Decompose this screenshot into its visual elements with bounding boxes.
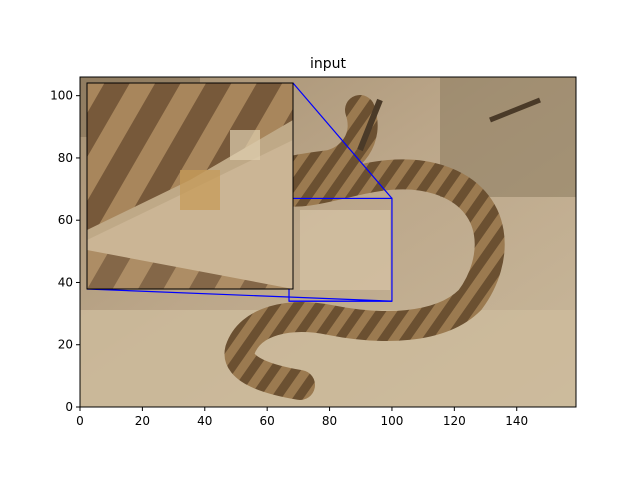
y-tick-label: 100 xyxy=(50,89,73,103)
y-tick-label: 20 xyxy=(58,338,73,352)
x-tick-label: 140 xyxy=(505,414,528,428)
zoom-connector-line xyxy=(86,288,392,302)
x-tick-label: 40 xyxy=(197,414,212,428)
x-tick-label: 20 xyxy=(135,414,150,428)
zoom-inset xyxy=(86,82,294,290)
x-tick-label: 0 xyxy=(76,414,84,428)
axes-frame xyxy=(79,76,577,408)
x-tick-label: 120 xyxy=(443,414,466,428)
y-tick-label: 40 xyxy=(58,275,73,289)
x-tick-label: 100 xyxy=(380,414,403,428)
x-tick-label: 60 xyxy=(260,414,275,428)
y-tick-label: 0 xyxy=(65,400,73,414)
chart-title: input xyxy=(310,56,347,72)
x-axis-ticks: 0 20 40 60 80 100 120 140 xyxy=(76,407,528,428)
y-tick-label: 80 xyxy=(58,151,73,165)
y-tick-label: 60 xyxy=(58,213,73,227)
x-tick-label: 80 xyxy=(322,414,337,428)
zoom-connector-line xyxy=(292,82,393,199)
y-axis-ticks: 0 20 40 60 80 100 xyxy=(50,89,80,414)
